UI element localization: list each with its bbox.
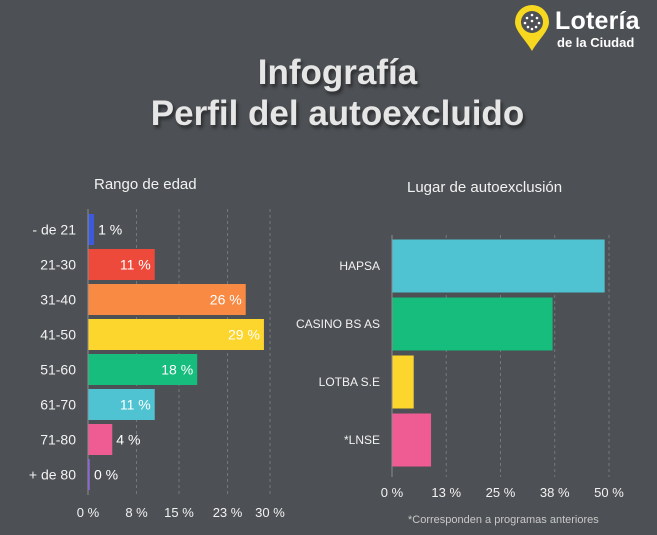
footnote: *Corresponden a programas anteriores [408,514,599,526]
title-line-2: Perfil del autoexcluido [150,94,525,133]
title-line-1: Infografía [257,53,418,92]
age-tick-label: 15 % [164,505,194,520]
place-tick-label: 38 % [540,485,570,500]
page-title: Infografía Perfil del autoexcluido [0,52,657,134]
age-tick-label: 30 % [255,505,285,520]
place-bar [392,413,432,467]
age-bar [88,354,198,385]
age-value-label: 4 % [116,432,140,448]
place-category-label: *LNSE [344,433,380,447]
place-category-label: HAPSA [339,259,380,273]
place-tick-label: 50 % [594,485,624,500]
age-bar [88,319,264,350]
place-chart-title: Lugar de autoexclusión [407,179,563,196]
age-value-label: 26 % [210,292,242,308]
age-value-label: 18 % [161,362,193,378]
age-category-label: 71-80 [40,432,76,448]
age-value-label: 11 % [120,257,151,273]
age-bar [88,214,95,245]
age-tick-label: 8 % [125,505,148,520]
age-value-label: 29 % [228,327,260,343]
age-category-label: 61-70 [40,397,76,413]
place-tick-label: 25 % [486,485,516,500]
age-category-label: 21-30 [40,257,76,273]
age-chart-title: Rango de edad [94,176,197,193]
age-value-label: 1 % [98,222,122,238]
age-bar [88,389,155,420]
place-category-label: CASINO BS AS [296,317,380,331]
age-category-label: 31-40 [40,292,76,308]
age-category-label: - de 21 [32,222,76,238]
age-bar [88,284,246,315]
age-bar [88,424,113,455]
age-value-label: 11 % [120,397,151,413]
place-bar [392,355,414,409]
age-bar [88,459,90,490]
age-category-label: + de 80 [29,467,76,483]
age-bar [88,249,155,280]
place-tick-label: 0 % [381,485,404,500]
place-tick-label: 13 % [431,485,461,500]
logo-title: Lotería [555,7,640,35]
place-category-label: LOTBA S.E [319,375,380,389]
place-bar [392,239,605,293]
age-value-label: 0 % [94,467,118,483]
age-tick-label: 23 % [213,505,243,520]
map-pin-icon [515,5,549,51]
logo: Lotería de la Ciudad [513,5,653,55]
age-category-label: 51-60 [40,362,76,378]
logo-subtitle: de la Ciudad [557,35,635,50]
place-bar [392,297,553,351]
age-tick-label: 0 % [77,505,100,520]
age-category-label: 41-50 [40,327,76,343]
